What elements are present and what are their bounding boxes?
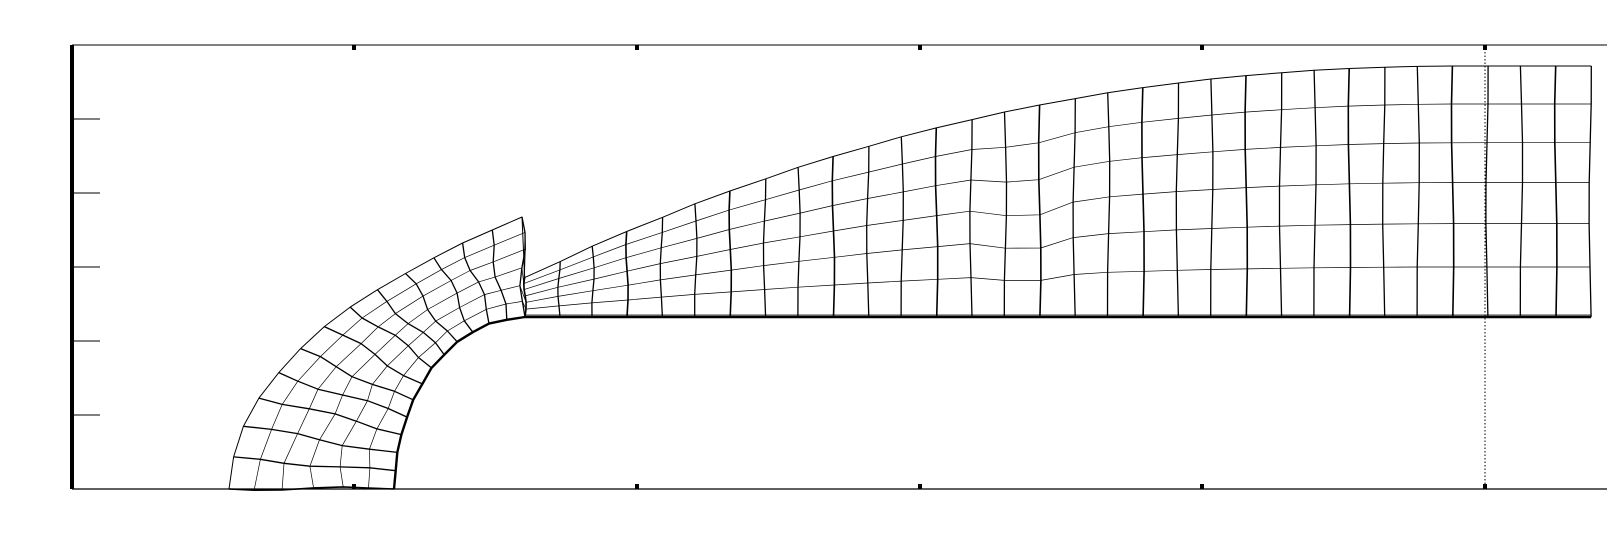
mesh-transverse-24 bbox=[1313, 70, 1317, 318]
mesh-transverse-bend-6 bbox=[300, 347, 414, 401]
mesh-transverse-28 bbox=[1450, 65, 1455, 318]
mesh-transverse-bend-13 bbox=[491, 229, 508, 320]
mesh-transverse-15 bbox=[1003, 111, 1008, 318]
mesh-longitudinal-6 bbox=[253, 103, 1592, 491]
mesh-transverse-bend-4 bbox=[258, 397, 402, 436]
mesh-transverse-23 bbox=[1278, 72, 1283, 318]
axis-ticks bbox=[72, 45, 1487, 489]
mesh-transverse-17 bbox=[1072, 98, 1076, 318]
mesh-longitudinal-4 bbox=[309, 182, 1590, 488]
mesh-transverse-bend-2 bbox=[233, 456, 396, 472]
mesh-transverse-16 bbox=[1037, 104, 1042, 318]
mesh-longitudinal-2 bbox=[368, 266, 1590, 489]
mesh-longitudinal-3 bbox=[339, 223, 1590, 487]
mesh-transverse-29 bbox=[1485, 65, 1489, 318]
mesh-longitudinal-1 bbox=[392, 315, 1592, 490]
mesh-transverse-bend-8 bbox=[349, 306, 432, 369]
mesh-transverse-bend-3 bbox=[243, 425, 398, 454]
mesh-transverse-bend-7 bbox=[324, 326, 423, 385]
mesh-longitudinal-5 bbox=[281, 142, 1591, 491]
mesh-lines bbox=[228, 65, 1592, 491]
mesh-longitudinal-7 bbox=[228, 65, 1592, 490]
